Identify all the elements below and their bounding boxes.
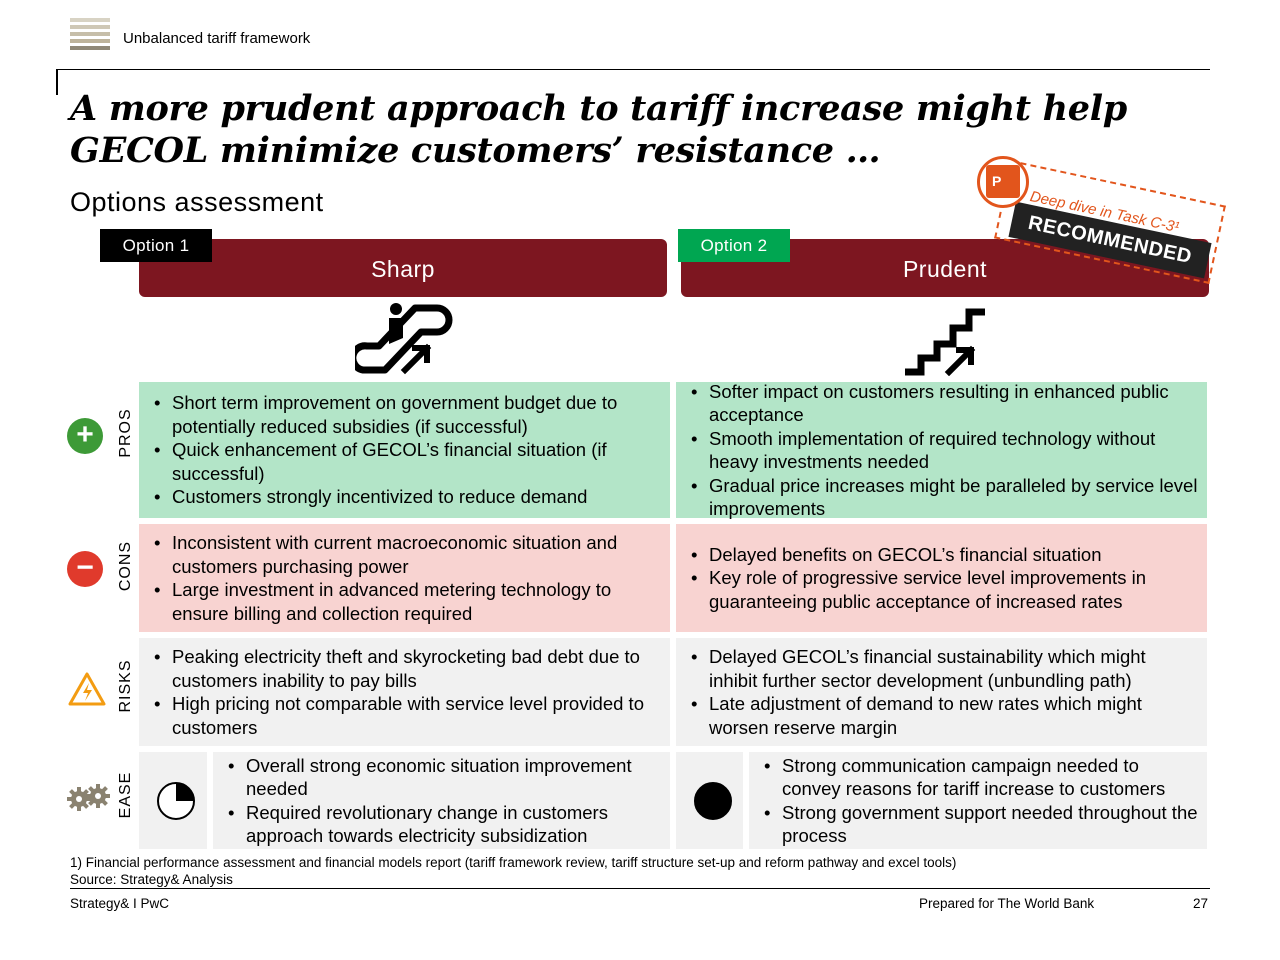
gears-icon: [67, 784, 110, 811]
list-item: Softer impact on customers resulting in …: [685, 380, 1199, 427]
page-title: A more prudent approach to tariff increa…: [70, 88, 1127, 171]
list-item: Smooth implementation of required techno…: [685, 427, 1199, 474]
page-subtitle: Options assessment: [70, 187, 324, 217]
list-item: Strong communication campaign needed to …: [758, 754, 1199, 801]
row-label-pros: PROS: [117, 408, 134, 458]
harvey-ball-quarter-icon: [157, 782, 195, 820]
top-divider: [56, 69, 1210, 70]
warning-icon: [68, 672, 106, 706]
stairs-icon: [905, 308, 985, 376]
list-item: Late adjustment of demand to new rates w…: [685, 692, 1199, 739]
row-label-cons: CONS: [117, 540, 134, 592]
option-1-pros: Short term improvement on government bud…: [139, 382, 670, 518]
list-item: Key role of progressive service level im…: [685, 566, 1199, 613]
top-divider-tick: [56, 69, 58, 95]
row-label-risks: RISKS: [117, 659, 134, 713]
row-label-ease: EASE: [117, 771, 134, 819]
bottom-divider: [70, 888, 1210, 889]
page-number: 27: [1193, 896, 1209, 911]
footnote: 1) Financial performance assessment and …: [70, 855, 957, 870]
plus-icon: +: [67, 418, 103, 454]
list-item: Delayed GECOL’s financial sustainability…: [685, 645, 1199, 692]
source-note: Source: Strategy& Analysis: [70, 872, 233, 887]
list-item: Short term improvement on government bud…: [148, 391, 662, 438]
list-item: Large investment in advanced metering te…: [148, 578, 662, 625]
option-1-ease-rating: [139, 752, 207, 849]
list-item: Gradual price increases might be paralle…: [685, 474, 1199, 521]
powerpoint-doc-icon: P: [986, 165, 1020, 198]
option-1-ease: Overall strong economic situation improv…: [213, 752, 670, 849]
footer-prepared-for: Prepared for The World Bank: [919, 896, 1095, 911]
minus-icon: −: [67, 551, 103, 587]
powerpoint-icon[interactable]: [977, 156, 1029, 208]
option-2-ease: Strong communication campaign needed to …: [749, 752, 1207, 849]
harvey-ball-full-icon: [694, 782, 732, 820]
list-item: Overall strong economic situation improv…: [222, 754, 662, 801]
strategy-logo: [70, 18, 110, 58]
header-label: Unbalanced tariff framework: [123, 30, 311, 47]
list-item: Quick enhancement of GECOL’s financial s…: [148, 438, 662, 485]
option-2-ease-rating: [676, 752, 743, 849]
option-2-risks: Delayed GECOL’s financial sustainability…: [676, 638, 1207, 746]
option-1-cons: Inconsistent with current macroeconomic …: [139, 524, 670, 632]
list-item: Strong government support needed through…: [758, 801, 1199, 848]
list-item: Peaking electricity theft and skyrocketi…: [148, 645, 662, 692]
option-2-pros: Softer impact on customers resulting in …: [676, 380, 1207, 521]
footer-brand: Strategy& I PwC: [70, 896, 170, 911]
harvey-ball-fill: [176, 783, 194, 801]
escalator-icon: [355, 303, 453, 375]
list-item: Customers strongly incentivized to reduc…: [148, 485, 662, 509]
list-item: Required revolutionary change in custome…: [222, 801, 662, 848]
option-1-header: Sharp: [139, 239, 667, 297]
option-2-tag: Option 2: [678, 229, 790, 262]
option-1-risks: Peaking electricity theft and skyrocketi…: [139, 638, 670, 746]
list-item: Inconsistent with current macroeconomic …: [148, 531, 662, 578]
list-item: Delayed benefits on GECOL’s financial si…: [685, 543, 1199, 567]
list-item: High pricing not comparable with service…: [148, 692, 662, 739]
option-2-cons: Delayed benefits on GECOL’s financial si…: [676, 524, 1207, 632]
option-1-tag: Option 1: [100, 229, 212, 262]
